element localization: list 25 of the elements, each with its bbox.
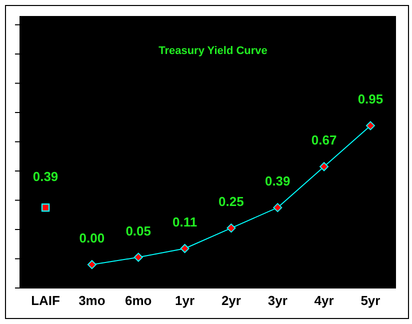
text: Treasury Yield Curve (158, 45, 268, 57)
data-label: 0.39 (32, 169, 58, 184)
data-label: 0.95 (358, 92, 384, 107)
data-label: 0.11 (172, 214, 198, 230)
x-tick-label: 3mo (78, 293, 106, 308)
point (41, 203, 50, 212)
x-tick-label: LAIF (31, 293, 60, 308)
x-tick-label: 2yr (221, 293, 241, 308)
point (134, 252, 143, 262)
data-label: 0.05 (126, 223, 152, 238)
x-tick-label: 5yr (360, 293, 380, 308)
data-label: 0.67 (311, 132, 337, 148)
x-tick-label: 4yr (314, 293, 334, 308)
data-label: 0.25 (218, 194, 244, 210)
x-tick-label: 3yr (268, 293, 288, 308)
point (273, 203, 282, 212)
point (180, 244, 190, 254)
point (87, 260, 96, 270)
point (366, 121, 375, 130)
x-tick-label: 1yr (175, 293, 195, 308)
point (226, 224, 236, 233)
point (320, 162, 329, 172)
data-label: 0.39 (264, 174, 290, 189)
x-tick-label: 6mo (125, 293, 152, 308)
data-label: 0.00 (79, 230, 105, 246)
